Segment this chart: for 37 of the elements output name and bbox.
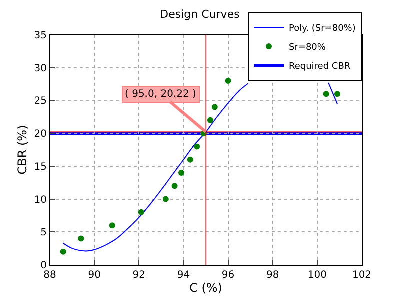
legend-label: Sr=80% — [289, 43, 326, 54]
point — [78, 236, 84, 242]
x-tick-label: 100 — [308, 270, 327, 281]
point — [194, 144, 200, 150]
point — [187, 156, 194, 163]
y-tick-label: 35 — [34, 30, 47, 42]
point — [162, 196, 169, 202]
x-tick-label: 92 — [132, 270, 146, 281]
x-tick-label: 90 — [88, 270, 101, 281]
point — [334, 91, 340, 98]
x-tick-label: 88 — [44, 270, 56, 281]
y-tick-label: 20 — [34, 129, 47, 140]
y-tick-label: 25 — [34, 96, 47, 108]
point — [225, 78, 232, 84]
y-tick-label: 5 — [40, 228, 47, 239]
legend-label: Required CBR — [289, 62, 351, 72]
point — [323, 91, 330, 98]
x-tick-label: 98 — [266, 270, 280, 281]
point — [138, 209, 144, 216]
point — [109, 222, 116, 229]
y-axis-title: CBR (%) — [16, 125, 30, 175]
point — [60, 248, 66, 255]
x-axis-title: C (%) — [190, 281, 222, 295]
chart-title: Design Curves — [160, 8, 240, 22]
y-tick-label: 0 — [40, 260, 47, 272]
point — [212, 104, 218, 110]
x-tick-label: 96 — [222, 270, 235, 281]
y-tick-label: 10 — [34, 194, 47, 206]
x-tick-label: 102 — [352, 270, 372, 281]
point — [178, 170, 184, 176]
point — [172, 183, 178, 190]
annotation: ( 95.0, 20.22 ) — [125, 89, 197, 100]
y-tick-label: 15 — [34, 162, 47, 173]
y-tick-label: 30 — [34, 63, 47, 74]
legend-label: Poly. (Sr=80%) — [289, 24, 356, 34]
point — [207, 117, 214, 124]
x-tick-label: 94 — [177, 270, 190, 281]
